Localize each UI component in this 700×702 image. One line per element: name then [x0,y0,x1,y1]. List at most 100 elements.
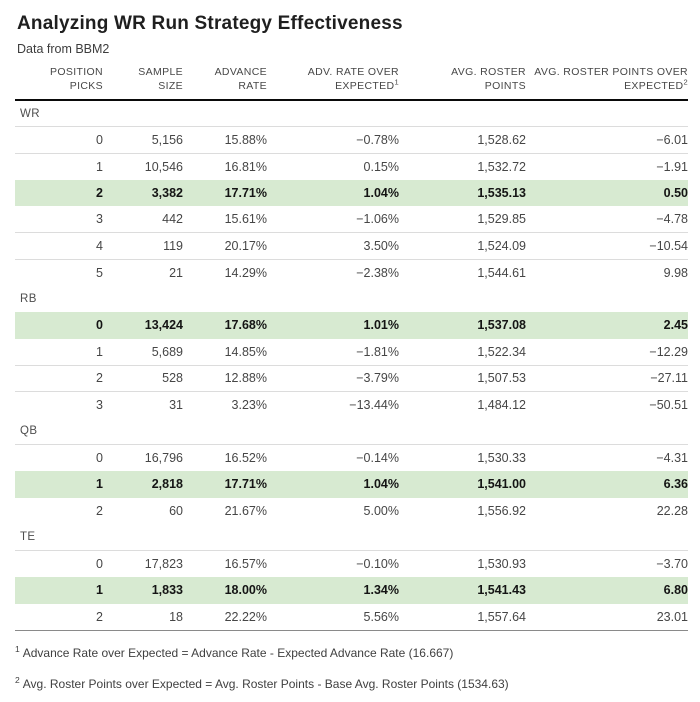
cell-avg-roster-points: 1,524.09 [399,232,526,260]
cell-avg-roster-points-over-expected: 0.50 [526,179,688,206]
section-label: WR [15,100,688,127]
stats-table: POSITION PICKS SAMPLE SIZE ADVANCE RATE ADV. R… [15,57,688,631]
cell-sample-size: 18 [169,609,183,624]
cell-adv-rate-over-expected: 1.04% [267,179,399,206]
cell-avg-roster-points-over-expected: 6.36 [526,471,688,498]
cell-avg-roster-points: 1,544.61 [477,265,526,280]
cell-advance-rate: 17.71% [183,471,267,498]
table-header: POSITION PICKS SAMPLE SIZE ADVANCE RATE ADV. R… [15,57,688,101]
column-header-sample-size: SAMPLE SIZE [103,57,183,101]
column-header-avg-roster-points-over-expected: AVG. ROSTER POINTS OVER EXPECTED2 [526,57,688,101]
cell-avg-roster-points-over-expected: −10.54 [526,232,688,260]
cell-avg-roster-points: 1,529.85 [399,206,526,233]
cell-adv-rate-over-expected: 0.15% [363,159,399,174]
cell-advance-rate: 16.81% [224,159,267,174]
cell-advance-rate: 14.85% [183,338,267,366]
column-header-adv-rate-over-expected: ADV. RATE OVER EXPECTED1 [267,57,399,101]
section-qb: QB 0 16,796 16.52% −0.14% 1,530.33 −4.31 1 2,818… [15,418,688,524]
cell-sample-size: 442 [103,206,183,233]
table-row: 0 16,796 16.52% −0.14% 1,530.33 −4.31 [15,445,688,472]
cell-avg-roster-points-over-expected: 22.28 [656,503,688,518]
section-te: TE 0 17,823 16.57% −0.10% 1,530.93 −3.70 1 1,833… [15,524,688,630]
section-label: RB [20,292,37,305]
cell-advance-rate: 20.17% [183,232,267,260]
table-row: 4 119 20.17% 3.50% 1,524.09 −10.54 [15,232,688,260]
cell-avg-roster-points-over-expected: −4.78 [526,206,688,233]
cell-avg-roster-points: 1,484.12 [477,398,526,412]
cell-adv-rate-over-expected: −3.79% [267,365,399,392]
cell-avg-roster-points-over-expected: −4.31 [656,451,688,465]
cell-avg-roster-points-over-expected: −50.51 [649,398,688,412]
cell-adv-rate-over-expected: −0.10% [356,557,399,571]
table-row-highlighted: 0 13,424 17.68% 1.01% 1,537.08 2.45 [15,312,688,339]
cell-picks: 3 [96,398,103,412]
cell-picks: 5 [96,265,103,280]
cell-advance-rate: 18.00% [183,577,267,604]
section-rb: RB 0 13,424 17.68% 1.01% 1,537.08 2.45 1 5,689 14… [15,286,688,419]
table-row: 2 528 12.88% −3.79% 1,507.53 −27.11 [15,365,688,392]
footnote-1: 1 Advance Rate over Expected = Advance Ra… [15,643,454,660]
cell-avg-roster-points-over-expected: −3.70 [656,557,688,571]
cell-adv-rate-over-expected: 3.50% [267,232,399,260]
section-label-row: QB [15,418,688,445]
cell-picks: 3 [15,206,103,233]
cell-avg-roster-points: 1,556.92 [477,503,526,518]
table-row: 5 21 14.29% −2.38% 1,544.61 9.98 [15,259,688,286]
cell-sample-size: 5,156 [103,126,183,154]
cell-adv-rate-over-expected: 5.56% [363,609,399,624]
section-label-row: TE [15,524,688,551]
section-label: QB [15,418,688,445]
table-row: 3 442 15.61% −1.06% 1,529.85 −4.78 [15,206,688,233]
cell-adv-rate-over-expected: −0.14% [356,451,399,465]
cell-sample-size: 3,382 [103,179,183,206]
column-header-avg-roster-points: AVG. ROSTER POINTS [399,57,526,101]
cell-avg-roster-points: 1,535.13 [399,179,526,206]
cell-avg-roster-points: 1,537.08 [399,312,526,339]
cell-avg-roster-points: 1,528.62 [399,126,526,154]
cell-picks: 0 [15,312,103,339]
cell-picks: 0 [15,126,103,154]
cell-sample-size: 1,833 [103,577,183,604]
cell-picks: 1 [15,471,103,498]
cell-sample-size: 2,818 [103,471,183,498]
cell-avg-roster-points: 1,557.64 [477,609,526,624]
table-row: 1 10,546 16.81% 0.15% 1,532.72 −1.91 [15,153,688,180]
cell-advance-rate: 15.88% [183,126,267,154]
footnote-superscript: 1 [15,643,20,654]
section-label-row: WR [15,100,688,127]
cell-picks: 2 [96,503,103,518]
table-row: 3 31 3.23% −13.44% 1,484.12 −50.51 [15,392,688,419]
table-row-highlighted: 1 1,833 18.00% 1.34% 1,541.43 6.80 [15,577,688,604]
cell-sample-size: 21 [169,265,183,280]
cell-advance-rate: 12.88% [183,365,267,392]
cell-picks: 0 [96,451,103,465]
cell-adv-rate-over-expected: 1.01% [267,312,399,339]
cell-picks: 0 [96,557,103,571]
cell-advance-rate: 16.52% [224,451,267,465]
table-row: 1 5,689 14.85% −1.81% 1,522.34 −12.29 [15,338,688,366]
cell-avg-roster-points: 1,522.34 [399,338,526,366]
cell-sample-size: 31 [169,398,183,412]
cell-avg-roster-points-over-expected: 2.45 [526,312,688,339]
cell-picks: 4 [15,232,103,260]
cell-advance-rate: 16.57% [224,557,267,571]
footnote-2: 2 Avg. Roster Points over Expected = Avg.… [15,674,509,691]
column-header-picks: POSITION PICKS [15,57,103,101]
cell-sample-size: 16,796 [144,451,183,465]
subtitle: Data from BBM2 [17,42,110,56]
table-header-row: POSITION PICKS SAMPLE SIZE ADVANCE RATE ADV. R… [15,57,688,101]
cell-avg-roster-points: 1,541.43 [399,577,526,604]
cell-advance-rate: 22.22% [224,609,267,624]
page-title: Analyzing WR Run Strategy Effectiveness [17,13,403,34]
cell-avg-roster-points: 1,532.72 [477,159,526,174]
cell-picks: 1 [96,159,103,174]
cell-picks: 2 [15,365,103,392]
table-row: 2 60 21.67% 5.00% 1,556.92 22.28 [15,498,688,525]
table-row: 0 5,156 15.88% −0.78% 1,528.62 −6.01 [15,126,688,154]
cell-advance-rate: 21.67% [224,503,267,518]
cell-avg-roster-points: 1,530.33 [477,451,526,465]
cell-avg-roster-points-over-expected: −12.29 [526,338,688,366]
column-header-advance-rate: ADVANCE RATE [183,57,267,101]
table-row: 0 17,823 16.57% −0.10% 1,530.93 −3.70 [15,551,688,578]
cell-avg-roster-points-over-expected: 6.80 [526,577,688,604]
